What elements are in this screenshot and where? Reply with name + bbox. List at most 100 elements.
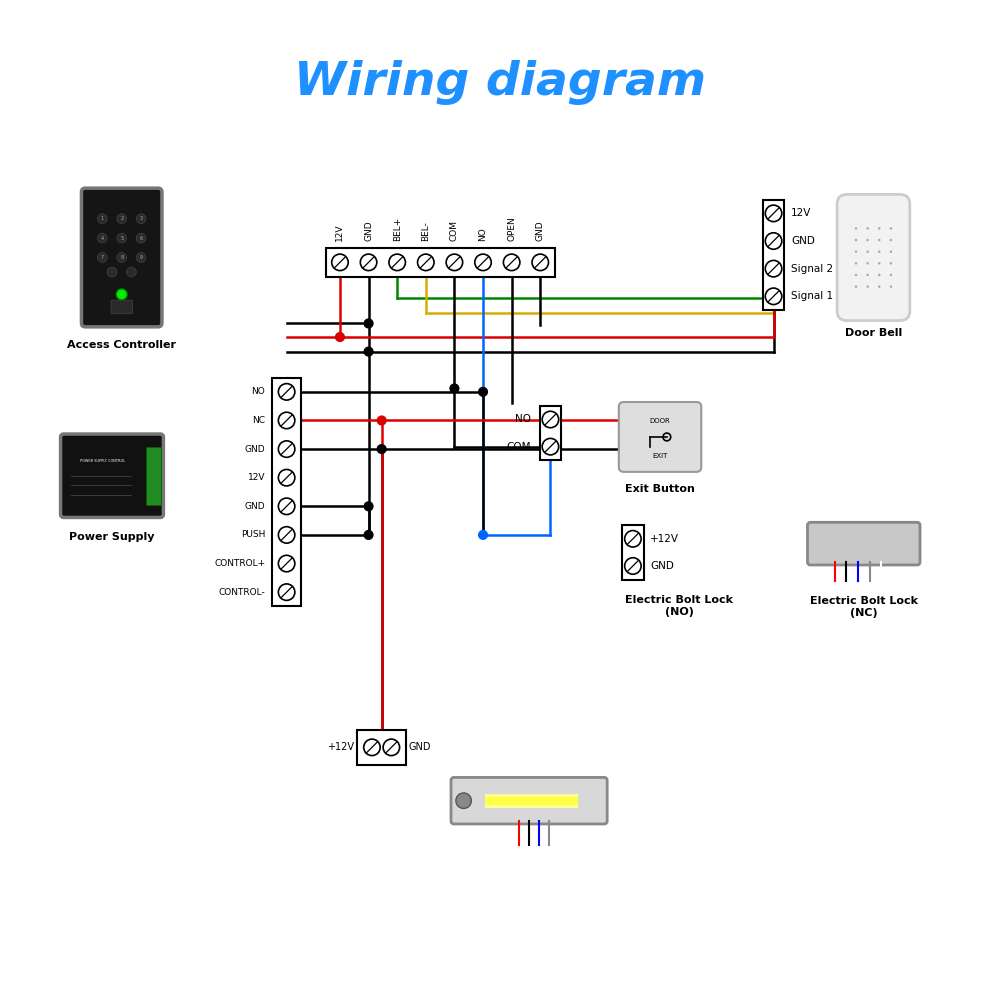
Circle shape [336,333,344,341]
Circle shape [136,253,146,262]
Circle shape [332,254,348,271]
Circle shape [97,214,107,224]
Circle shape [878,262,881,265]
Text: Signal 2: Signal 2 [791,264,833,274]
Circle shape [855,227,857,230]
Circle shape [765,205,782,222]
Circle shape [364,502,373,511]
Text: BEL-: BEL- [421,221,430,241]
Circle shape [117,233,127,243]
Text: GND: GND [650,561,674,571]
Circle shape [136,233,146,243]
Text: 1: 1 [101,216,104,221]
Circle shape [97,233,107,243]
FancyBboxPatch shape [81,188,162,327]
Text: DOOR: DOOR [650,418,670,424]
Circle shape [450,384,459,393]
Circle shape [625,531,641,547]
Text: 12V: 12V [335,224,344,241]
Circle shape [278,469,295,486]
Circle shape [479,531,487,539]
Text: EXIT: EXIT [652,453,668,459]
Text: GND: GND [364,220,373,241]
Bar [326,248,555,277]
Circle shape [278,498,295,515]
Text: Exit Button: Exit Button [625,484,695,494]
Circle shape [542,411,559,428]
Text: Door Bell: Door Bell [845,328,902,338]
Circle shape [866,250,869,253]
Circle shape [107,267,117,277]
Text: 5: 5 [120,236,123,241]
FancyBboxPatch shape [111,300,132,314]
Text: Power Supply: Power Supply [69,532,155,542]
Circle shape [866,227,869,230]
Text: OPEN: OPEN [507,216,516,241]
Circle shape [383,739,400,756]
Text: BEL+: BEL+ [393,217,402,241]
Text: 9: 9 [140,255,143,260]
Circle shape [364,319,373,328]
Text: Signal 1: Signal 1 [791,291,833,301]
Circle shape [866,239,869,241]
Text: Electric Bolt Lock
(NC): Electric Bolt Lock (NC) [810,596,918,618]
Text: NC: NC [252,416,265,425]
Circle shape [278,584,295,600]
FancyBboxPatch shape [807,522,920,565]
Circle shape [878,274,881,276]
Text: NO: NO [252,387,265,396]
Circle shape [278,384,295,400]
Circle shape [890,250,892,253]
Bar [622,525,644,580]
Circle shape [866,274,869,276]
Circle shape [377,445,386,453]
Text: CONTROL+: CONTROL+ [214,559,265,568]
FancyBboxPatch shape [619,402,701,472]
Circle shape [278,441,295,457]
Circle shape [278,555,295,572]
Text: 4: 4 [101,236,104,241]
Text: COM: COM [450,220,459,241]
Circle shape [878,250,881,253]
Circle shape [855,239,857,241]
Circle shape [360,254,377,271]
Bar [357,730,406,765]
Circle shape [765,288,782,305]
Text: 3: 3 [140,216,143,221]
Circle shape [625,558,641,574]
Circle shape [377,416,386,425]
Text: GND: GND [536,220,545,241]
Circle shape [117,214,127,224]
Text: 8: 8 [120,255,123,260]
FancyBboxPatch shape [451,777,607,824]
Circle shape [890,262,892,265]
Text: 12V: 12V [791,208,811,218]
Circle shape [866,262,869,265]
Text: GND: GND [245,502,265,511]
Bar [146,447,160,505]
Circle shape [278,527,295,543]
Bar [540,406,561,460]
Text: GND: GND [409,742,431,752]
Circle shape [890,274,892,276]
FancyBboxPatch shape [837,194,910,321]
Circle shape [127,267,136,277]
Bar [272,378,301,606]
Circle shape [878,227,881,230]
Circle shape [890,285,892,288]
Circle shape [532,254,548,271]
Text: POWER SUPPLY CONTROL: POWER SUPPLY CONTROL [80,459,125,463]
Circle shape [116,289,127,300]
Text: 7: 7 [101,255,104,260]
Text: Wiring diagram: Wiring diagram [294,60,706,105]
Circle shape [878,285,881,288]
Circle shape [278,412,295,429]
Text: +12V: +12V [328,742,354,752]
Circle shape [136,214,146,224]
Text: Electric Bolt Lock
(NO): Electric Bolt Lock (NO) [625,595,733,617]
Text: GND: GND [245,445,265,454]
Circle shape [446,254,463,271]
Circle shape [765,260,782,277]
Text: COM: COM [507,442,531,452]
Circle shape [479,387,487,396]
